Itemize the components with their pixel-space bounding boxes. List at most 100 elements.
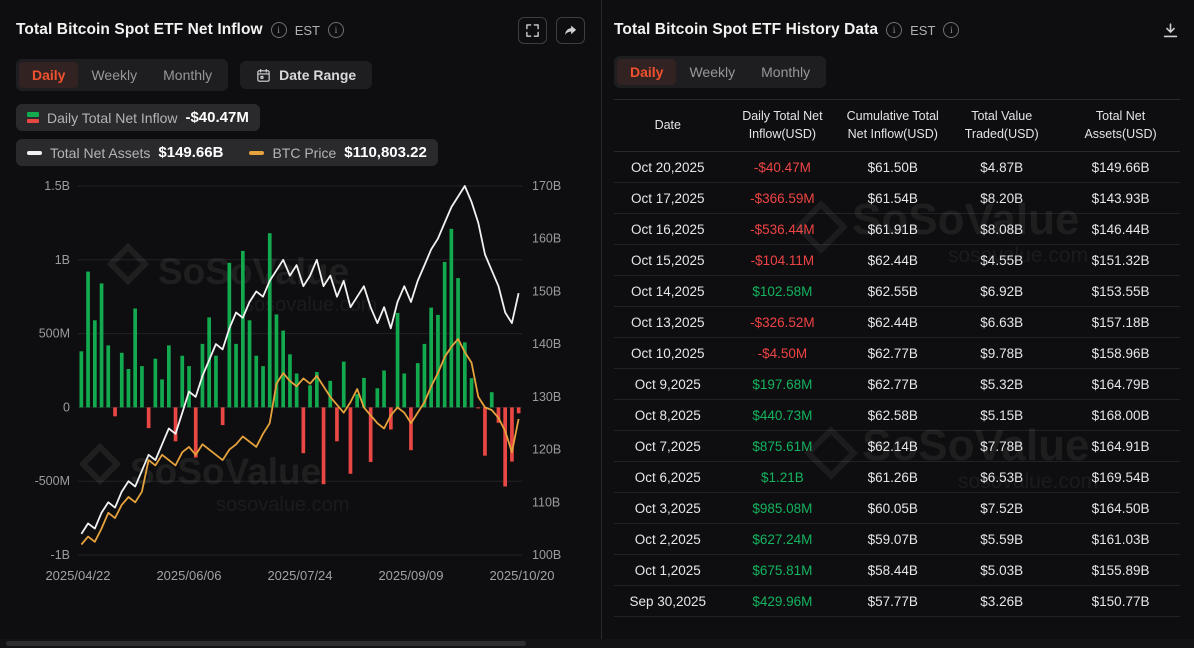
date-range-button[interactable]: Date Range — [240, 61, 373, 89]
cell-net-assets: $168.00B — [1061, 399, 1180, 431]
cell-value-traded: $3.26B — [942, 585, 1062, 617]
table-row: Oct 20,2025 -$40.47M $61.50B $4.87B $149… — [614, 151, 1180, 183]
column-header: Cumulative Total Net Inflow(USD) — [843, 99, 943, 152]
cell-value-traded: $5.59B — [942, 523, 1062, 555]
table-row: Oct 1,2025 $675.81M $58.44B $5.03B $155.… — [614, 554, 1180, 586]
table-row: Oct 2,2025 $627.24M $59.07B $5.59B $161.… — [614, 523, 1180, 555]
chart-legend: Daily Total Net Inflow -$40.47M Total Ne… — [16, 104, 585, 166]
svg-text:2025/09/09: 2025/09/09 — [378, 568, 443, 583]
table-row: Oct 10,2025 -$4.50M $62.77B $9.78B $158.… — [614, 337, 1180, 369]
cell-daily-inflow: $197.68M — [721, 368, 844, 400]
svg-text:1.5B: 1.5B — [44, 179, 70, 193]
cell-daily-inflow: -$366.59M — [721, 182, 844, 214]
cell-cumulative-inflow: $62.58B — [843, 399, 943, 431]
cell-net-assets: $146.44B — [1061, 213, 1180, 245]
cell-value-traded: $6.53B — [942, 461, 1062, 493]
table-row: Oct 6,2025 $1.21B $61.26B $6.53B $169.54… — [614, 461, 1180, 493]
table-row: Oct 13,2025 -$326.52M $62.44B $6.63B $15… — [614, 306, 1180, 338]
cell-net-assets: $149.66B — [1061, 151, 1180, 183]
legend-lines[interactable]: Total Net Assets $149.66B BTC Price $110… — [16, 139, 438, 166]
history-table-head: Date Daily Total Net Inflow(USD) Cumulativ… — [614, 99, 1180, 152]
svg-text:2025/10/20: 2025/10/20 — [489, 568, 554, 583]
est-label: EST — [910, 22, 936, 38]
tab-weekly[interactable]: Weekly — [91, 67, 138, 83]
cell-cumulative-inflow: $62.55B — [843, 275, 943, 307]
svg-text:SoSoValue: SoSoValue — [158, 251, 349, 292]
svg-text:sosovalue.com: sosovalue.com — [216, 494, 349, 516]
tab-monthly[interactable]: Monthly — [163, 67, 213, 83]
download-button[interactable] — [1161, 21, 1180, 40]
tab-daily[interactable]: Daily — [617, 59, 677, 85]
cell-date: Oct 6,2025 — [614, 461, 722, 493]
net-assets-legend-icon — [27, 150, 42, 155]
cell-net-assets: $158.96B — [1061, 337, 1180, 369]
cell-value-traded: $7.52B — [942, 492, 1062, 524]
cell-cumulative-inflow: $61.26B — [843, 461, 943, 493]
cell-net-assets: $161.03B — [1061, 523, 1180, 555]
calendar-icon — [257, 68, 270, 82]
right-axis-labels: 170B 160B 150B 140B 130B 120B 110B 100B — [532, 179, 561, 562]
chart-controls: Daily Weekly Monthly Date Range — [16, 59, 585, 91]
scrollbar-thumb[interactable] — [6, 641, 526, 646]
cell-date: Oct 14,2025 — [614, 275, 722, 307]
inflow-legend-label: Daily Total Net Inflow — [47, 109, 178, 126]
info-icon[interactable] — [886, 22, 903, 38]
svg-text:2025/06/06: 2025/06/06 — [156, 568, 221, 583]
cell-value-traded: $6.92B — [942, 275, 1062, 307]
cell-date: Oct 13,2025 — [614, 306, 722, 338]
table-row: Oct 3,2025 $985.08M $60.05B $7.52B $164.… — [614, 492, 1180, 524]
svg-text:2025/07/24: 2025/07/24 — [267, 568, 332, 583]
history-period-tabs: Daily Weekly Monthly — [614, 56, 827, 88]
cell-daily-inflow: -$40.47M — [721, 151, 844, 183]
cell-daily-inflow: -$4.50M — [721, 337, 844, 369]
cell-value-traded: $4.87B — [942, 151, 1062, 183]
inflow-legend-value: -$40.47M — [185, 109, 249, 126]
svg-text:sosovalue.com: sosovalue.com — [244, 294, 377, 316]
cell-net-assets: $157.18B — [1061, 306, 1180, 338]
cell-daily-inflow: $985.08M — [721, 492, 844, 524]
x-axis-labels: 2025/04/22 2025/06/06 2025/07/24 2025/09/09… — [45, 568, 554, 583]
info-icon[interactable] — [270, 22, 287, 38]
chart-panel-header: Total Bitcoin Spot ETF Net Inflow EST — [16, 16, 585, 44]
cell-daily-inflow: $429.96M — [721, 585, 844, 617]
cell-net-assets: $153.55B — [1061, 275, 1180, 307]
column-header: Daily Total Net Inflow(USD) — [721, 99, 844, 152]
tab-monthly[interactable]: Monthly — [761, 64, 811, 80]
cell-net-assets: $155.89B — [1061, 554, 1180, 586]
horizontal-scrollbar[interactable] — [0, 639, 1194, 648]
cell-value-traded: $5.32B — [942, 368, 1062, 400]
svg-text:170B: 170B — [532, 179, 561, 193]
cell-daily-inflow: -$104.11M — [721, 244, 844, 276]
cell-daily-inflow: $440.73M — [721, 399, 844, 431]
cell-date: Oct 1,2025 — [614, 554, 722, 586]
svg-text:1B: 1B — [55, 253, 70, 267]
cell-date: Oct 2,2025 — [614, 523, 722, 555]
cell-value-traded: $4.55B — [942, 244, 1062, 276]
svg-text:100B: 100B — [532, 548, 561, 562]
share-button[interactable] — [556, 16, 585, 44]
cell-net-assets: $151.32B — [1061, 244, 1180, 276]
fullscreen-button[interactable] — [518, 16, 547, 44]
cell-net-assets: $150.77B — [1061, 585, 1180, 617]
tab-daily[interactable]: Daily — [19, 62, 79, 88]
cell-cumulative-inflow: $57.77B — [843, 585, 943, 617]
tab-weekly[interactable]: Weekly — [689, 64, 736, 80]
cell-value-traded: $8.20B — [942, 182, 1062, 214]
svg-text:-500M: -500M — [35, 474, 70, 488]
info-icon[interactable] — [943, 22, 960, 38]
info-icon[interactable] — [327, 22, 344, 38]
svg-text:110B: 110B — [532, 495, 560, 509]
chart-header-actions — [518, 16, 585, 44]
svg-text:2025/04/22: 2025/04/22 — [45, 568, 110, 583]
column-header: Total Value Traded(USD) — [942, 99, 1062, 152]
svg-text:-1B: -1B — [51, 548, 70, 562]
svg-text:150B: 150B — [532, 284, 561, 298]
svg-text:500M: 500M — [39, 327, 70, 341]
table-row: Oct 17,2025 -$366.59M $61.54B $8.20B $14… — [614, 182, 1180, 214]
svg-text:160B: 160B — [532, 232, 561, 246]
legend-daily-inflow[interactable]: Daily Total Net Inflow -$40.47M — [16, 104, 260, 131]
cell-cumulative-inflow: $61.91B — [843, 213, 943, 245]
cell-value-traded: $5.03B — [942, 554, 1062, 586]
cell-value-traded: $9.78B — [942, 337, 1062, 369]
table-row: Oct 7,2025 $875.61M $62.14B $7.78B $164.… — [614, 430, 1180, 462]
